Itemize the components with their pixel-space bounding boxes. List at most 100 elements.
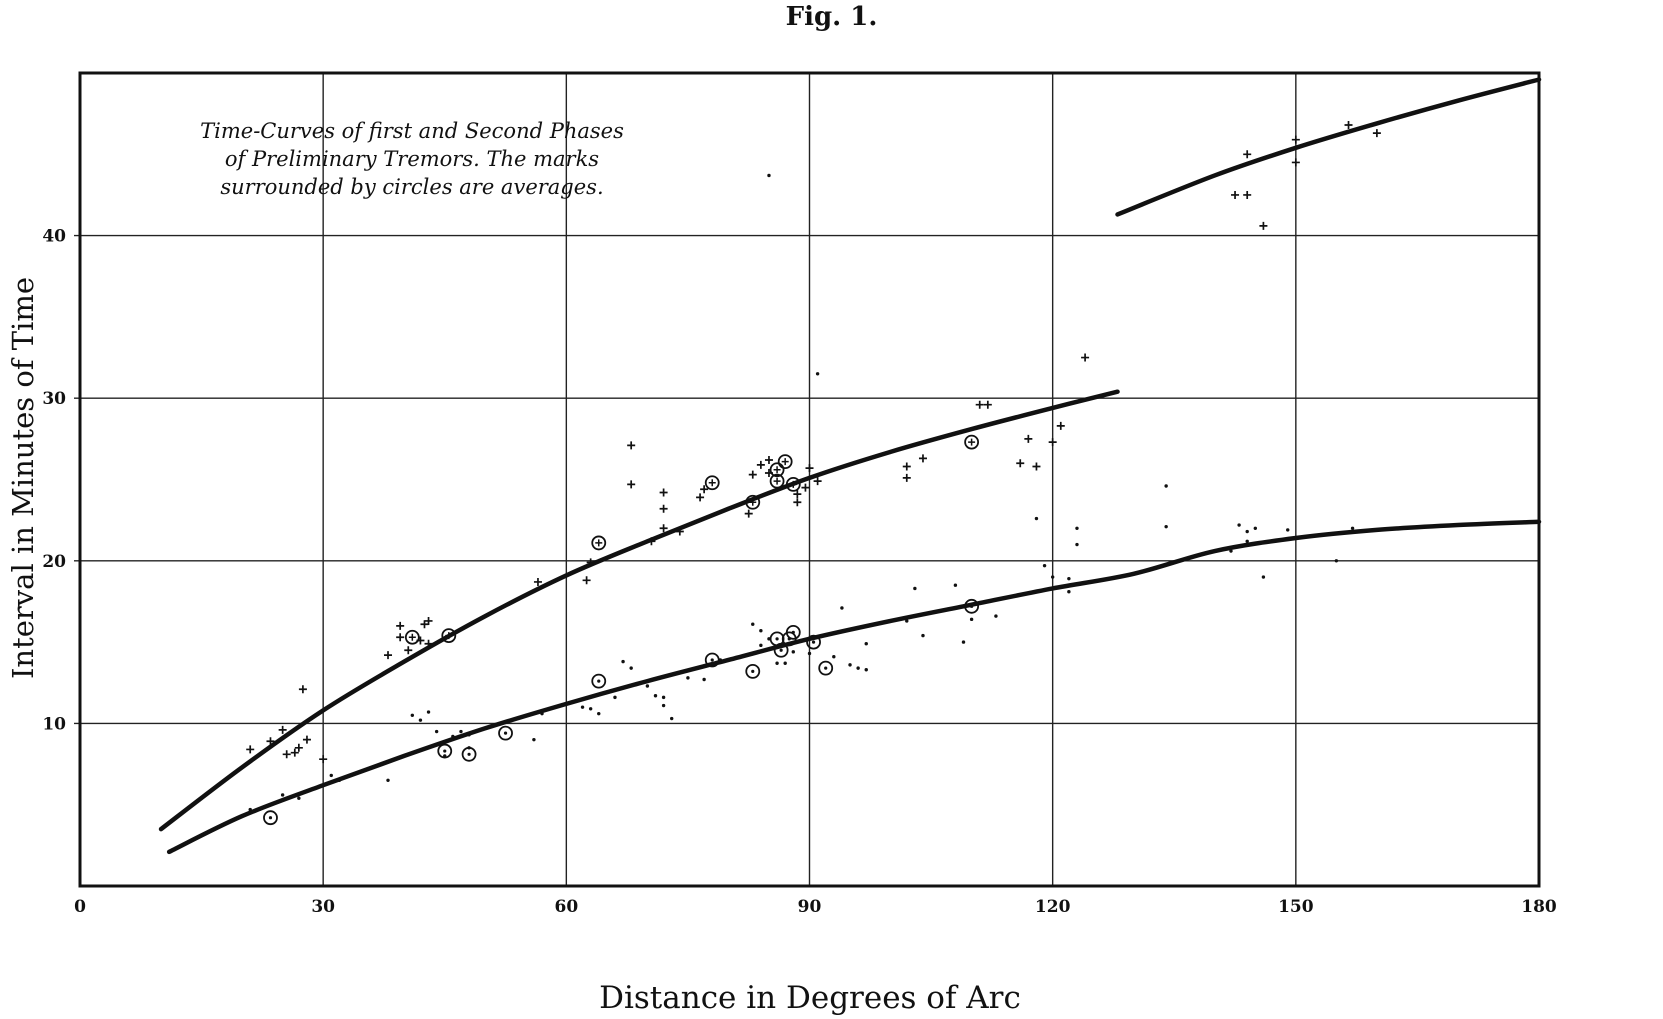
first-phase-point bbox=[278, 725, 287, 734]
second-phase-point bbox=[1237, 523, 1241, 527]
first-phase-point bbox=[298, 685, 307, 694]
first-phase-point bbox=[700, 485, 709, 494]
second-phase-point bbox=[329, 773, 333, 778]
first-phase-point bbox=[396, 633, 405, 642]
first-phase-average-marker bbox=[745, 494, 761, 510]
first-phase-point bbox=[582, 576, 591, 585]
second-phase-point bbox=[1334, 559, 1339, 563]
first-phase-point bbox=[1259, 221, 1268, 230]
second-phase-average-marker bbox=[773, 642, 789, 658]
second-phase-point bbox=[759, 629, 763, 633]
second-phase-average-marker bbox=[785, 624, 801, 640]
first-phase-point bbox=[744, 509, 753, 518]
second-phase-point bbox=[759, 643, 763, 648]
first-phase-point bbox=[764, 455, 773, 464]
second-phase-point bbox=[767, 173, 771, 178]
first-phase-point bbox=[902, 462, 911, 471]
second-phase-point bbox=[418, 718, 423, 722]
first-phase-point bbox=[404, 646, 413, 655]
tick-label-group: 0 30 60 90 120 150 180 10 20 30 40 bbox=[42, 227, 1557, 917]
x-tick-label: 150 bbox=[1278, 897, 1314, 917]
second-phase-average-marker bbox=[498, 725, 513, 741]
first-phase-point bbox=[282, 750, 291, 759]
curve-group bbox=[158, 77, 1542, 855]
first-phase-point bbox=[586, 558, 595, 567]
second-phase-average-marker bbox=[263, 810, 278, 826]
first-phase-point bbox=[627, 480, 636, 489]
second-phase-point bbox=[848, 663, 852, 667]
second-phase-point bbox=[1245, 529, 1249, 534]
second-phase-point bbox=[921, 633, 925, 638]
first-phase-curve bbox=[158, 389, 1120, 832]
y-tick-label: 30 bbox=[42, 389, 66, 409]
first-phase-point bbox=[294, 743, 303, 752]
second-phase-point bbox=[905, 619, 909, 623]
second-phase-average-marker bbox=[437, 743, 453, 759]
second-phase-point bbox=[791, 650, 795, 654]
plot-frame bbox=[78, 71, 1541, 888]
second-phase-point bbox=[386, 778, 390, 783]
second-phase-point bbox=[775, 661, 779, 665]
first-phase-average-marker bbox=[404, 629, 420, 645]
second-phase-point bbox=[702, 677, 706, 682]
first-phase-average-marker bbox=[704, 475, 720, 491]
first-phase-point bbox=[975, 400, 984, 409]
y-tick-label: 20 bbox=[42, 552, 66, 572]
second-phase-point bbox=[661, 703, 666, 708]
first-phase-average-marker bbox=[777, 454, 793, 470]
second-phase-point bbox=[1042, 563, 1047, 568]
first-phase-point bbox=[1243, 150, 1252, 159]
first-phase-late-curve bbox=[1115, 77, 1542, 217]
second-phase-point bbox=[1286, 528, 1290, 532]
first-phase-point bbox=[1048, 438, 1057, 447]
second-phase-point bbox=[953, 583, 958, 587]
first-phase-point bbox=[659, 524, 668, 533]
first-phase-point bbox=[696, 493, 705, 502]
second-phase-average-marker bbox=[591, 673, 607, 689]
first-phase-point bbox=[1291, 135, 1300, 144]
second-phase-point bbox=[799, 638, 804, 643]
second-phase-point bbox=[751, 622, 755, 626]
first-phase-point bbox=[1231, 190, 1240, 199]
second-phase-point bbox=[588, 707, 593, 711]
second-phase-average-marker bbox=[806, 634, 821, 650]
first-phase-point bbox=[396, 621, 405, 630]
second-phase-point bbox=[1075, 542, 1079, 547]
first-phase-point bbox=[793, 490, 802, 499]
second-phase-point bbox=[856, 666, 860, 670]
second-phase-average-marker bbox=[818, 660, 834, 676]
second-phase-average-marker bbox=[461, 746, 477, 762]
first-phase-point bbox=[627, 441, 636, 450]
second-phase-point bbox=[1075, 526, 1079, 530]
first-phase-point bbox=[813, 477, 822, 486]
first-phase-point bbox=[659, 504, 668, 513]
first-phase-point bbox=[756, 460, 765, 469]
first-phase-point bbox=[384, 651, 393, 660]
second-phase-point bbox=[994, 614, 998, 618]
second-phase-point bbox=[815, 372, 820, 376]
second-phase-point bbox=[969, 617, 974, 622]
first-phase-point bbox=[246, 745, 255, 754]
second-phase-point bbox=[840, 606, 844, 610]
second-phase-point bbox=[248, 807, 252, 812]
first-phase-average-marker bbox=[441, 628, 457, 643]
first-phase-average-marker bbox=[769, 462, 785, 478]
first-phase-average-marker bbox=[964, 434, 980, 450]
second-phase-point bbox=[653, 694, 658, 698]
first-phase-point bbox=[533, 577, 542, 586]
first-phase-point bbox=[1024, 434, 1033, 443]
second-phase-point bbox=[337, 778, 342, 783]
first-phase-point bbox=[801, 483, 810, 492]
second-phase-point bbox=[864, 668, 868, 672]
second-phase-point bbox=[280, 793, 285, 797]
second-phase-point bbox=[864, 642, 868, 646]
second-phase-point bbox=[629, 666, 633, 670]
x-tick-label: 30 bbox=[311, 897, 335, 917]
first-phase-point bbox=[1032, 462, 1041, 471]
second-phase-point bbox=[1245, 539, 1249, 543]
first-phase-point bbox=[1372, 129, 1381, 138]
second-phase-point bbox=[1350, 526, 1355, 530]
annotation-line-3: surrounded by circles are averages. bbox=[220, 175, 603, 199]
first-phase-point bbox=[659, 488, 668, 497]
